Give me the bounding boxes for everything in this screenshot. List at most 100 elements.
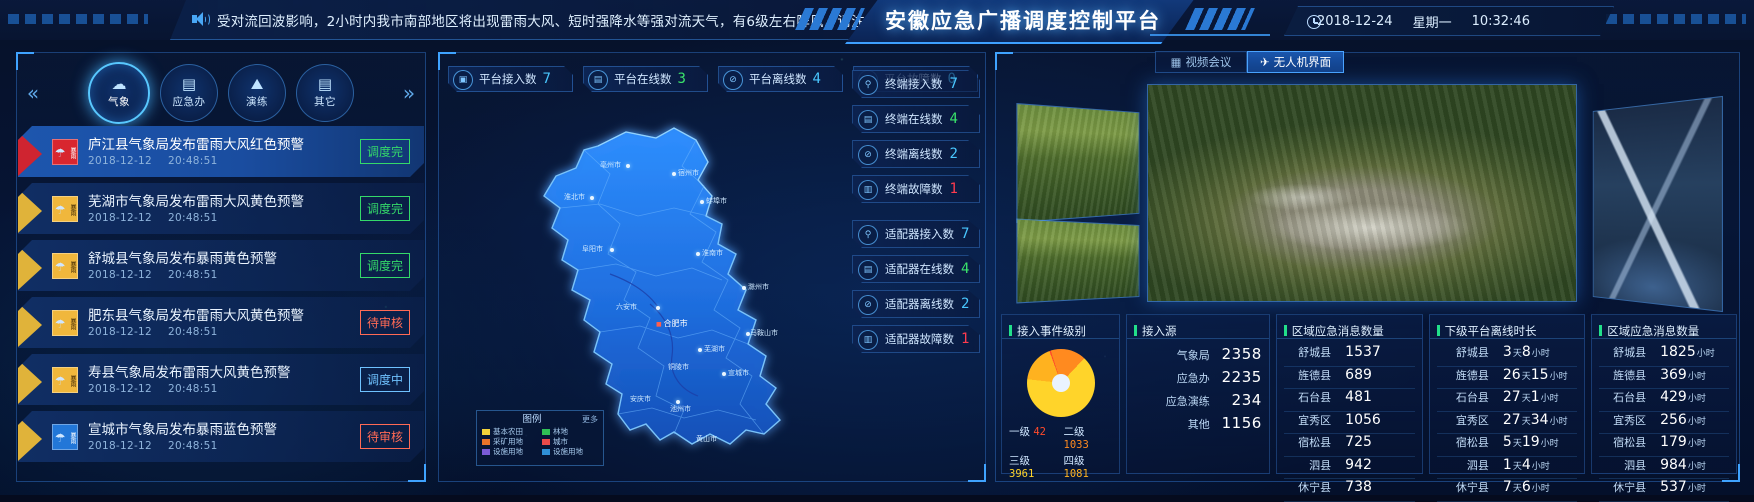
alert-row[interactable]: ☂ 暴雨 舒城县气象局发布暴雨黄色预警 2018-12-12 20:48:51 调度完 — [18, 240, 424, 291]
source-value: 234 — [1231, 391, 1262, 409]
event-level-donut — [1026, 349, 1095, 417]
alert-signal-icon: ☂ 暴雨 — [52, 252, 78, 279]
anhui-map-svg[interactable] — [460, 104, 960, 474]
sub-platform-offline-title: 下级平台离线时长 — [1436, 323, 1578, 339]
alert-list: ☂ 暴雨 庐江县气象局发布雷雨大风红色预警 2018-12-12 20:48:51 调度完… — [18, 126, 424, 468]
row-value: 429小时 — [1660, 389, 1706, 405]
title-decor-left — [795, 8, 865, 30]
alert-row[interactable]: ☂ 暴雨 宣城市气象局发布暴雨蓝色预警 2018-12-12 20:48:51 待审核 — [18, 411, 424, 462]
stat-label: 终端接入数 — [885, 77, 943, 91]
category-label: 气象 — [108, 96, 130, 108]
stat-terminal-online-icon[interactable]: ▤ 终端在线数 4 — [852, 105, 980, 133]
table-row: 石台县 429小时 — [1599, 389, 1729, 412]
map-node — [676, 400, 680, 404]
alert-title: 肥东县气象局发布雷雨大风黄色预警 — [88, 307, 304, 324]
row-label: 休宁县 — [1298, 481, 1332, 494]
alert-row[interactable]: ☂ 暴雨 寿县气象局发布雷雨大风黄色预警 2018-12-12 20:48:51 调度中 — [18, 354, 424, 405]
legend-swatch — [482, 438, 490, 445]
stat-adapter-online-icon[interactable]: ▤ 适配器在线数 4 — [852, 255, 980, 283]
kpi-online-icon[interactable]: ▤ 平台在线数 3 — [583, 66, 708, 92]
category-0[interactable]: ☁ 气象 — [88, 62, 150, 124]
row-value: 725 — [1345, 434, 1372, 450]
row-value: 27天1小时 — [1502, 389, 1559, 405]
legend-item: 基本农田 — [482, 427, 538, 436]
alert-meta: 2018-12-12 20:48:51 — [88, 383, 360, 395]
row-value: 256小时 — [1660, 411, 1706, 428]
row-label: 泗县 — [1624, 458, 1647, 472]
table-row: 舒城县 3天8小时 — [1436, 344, 1578, 367]
header-dash-left — [8, 14, 148, 24]
source-row: 应急办 2235 — [1134, 368, 1262, 391]
stat-terminal-offline-icon[interactable]: ⊘ 终端离线数 2 — [852, 140, 980, 168]
map-label: 池州市 — [670, 405, 691, 413]
legend-item: 林地 — [542, 427, 598, 436]
row-value: 1056 — [1345, 411, 1381, 428]
status-badge[interactable]: 调度完 — [359, 196, 410, 221]
status-badge[interactable]: 待审核 — [359, 310, 410, 335]
status-badge[interactable]: 调度完 — [359, 253, 410, 278]
alert-signal-label: 暴雨 — [69, 317, 76, 330]
video-thumb-3[interactable] — [1592, 95, 1723, 313]
alert-signal-glyph: ☂ — [54, 202, 66, 217]
table-row: 宜秀区 27天34小时 — [1436, 412, 1578, 434]
alert-level-corner — [18, 132, 42, 176]
legend-items: 基本农田 林地 采矿用地 城市 设施用地 设施用地 — [482, 427, 598, 456]
status-badge[interactable]: 调度完 — [359, 139, 410, 164]
category-label: 其它 — [314, 96, 336, 108]
clock-plate: 2018-12-24 星期一 10:32:46 — [1284, 6, 1614, 36]
category-next-icon[interactable]: » — [402, 81, 416, 105]
category-2[interactable]: ⛰ 演练 — [228, 64, 286, 122]
alert-signal-label: 暴雨 — [69, 146, 76, 159]
tab-1[interactable]: ✈ 无人机界面 — [1247, 51, 1345, 73]
legend-more-link[interactable]: 更多 — [582, 415, 598, 424]
source-value: 2358 — [1221, 345, 1262, 363]
video-wall — [1003, 80, 1733, 313]
app-title-plate: 安徽应急广播调度控制平台 — [845, 0, 1195, 44]
table-row: 舒城县 1537 — [1283, 344, 1415, 367]
map-label: 亳州市 — [600, 161, 621, 169]
stat-adapter-offline-icon[interactable]: ⊘ 适配器离线数 2 — [852, 290, 980, 318]
legend-label: 设施用地 — [553, 447, 583, 456]
stat-value: 7 — [949, 76, 959, 92]
status-badge[interactable]: 调度中 — [359, 367, 410, 392]
access-source-card: 接入源 气象局 2358 应急办 2235 应急演练 234 其他 1156 — [1126, 314, 1270, 474]
kpi-monitor-icon[interactable]: ▣ 平台接入数 7 — [448, 66, 573, 92]
source-row: 气象局 2358 — [1134, 345, 1262, 368]
event-level-legend: 一级 42 二级 1033 三级 3961 四级 1081 — [1009, 424, 1112, 480]
category-bar: « ☁ 气象 ▤ 应急办 ⛰ 演练 ▤ 其它 » — [16, 60, 426, 126]
kpi-label: 平台在线数 — [614, 72, 672, 86]
anhui-map[interactable]: 亳州市 宿州市 淮北市 蚌埠市 阜阳市 淮南市 滁州市 六安市 马鞍山市 芜湖市… — [460, 104, 960, 474]
category-icon: ☁ — [111, 75, 127, 93]
event-level-legend-item: 一级 42 — [1009, 426, 1046, 438]
tab-0[interactable]: ▦ 视频会议 — [1155, 51, 1247, 73]
source-label: 其他 — [1187, 418, 1210, 431]
status-badge[interactable]: 待审核 — [359, 424, 410, 449]
table-row: 休宁县 738 — [1283, 479, 1415, 502]
map-label: 芜湖市 — [704, 345, 725, 353]
video-thumb-1[interactable] — [1016, 103, 1140, 223]
alert-row[interactable]: ☂ 暴雨 肥东县气象局发布雷雨大风黄色预警 2018-12-12 20:48:51 待审核 — [18, 297, 424, 348]
kpi-label: 平台离线数 — [749, 72, 807, 86]
stat-terminal-fault-icon[interactable]: ▥ 终端故障数 1 — [852, 175, 980, 203]
app-header: 受对流回波影响，2小时内我市南部地区将出现雷雨大风、短时强降水等强对流天气，有6… — [0, 0, 1754, 44]
category-1[interactable]: ▤ 应急办 — [160, 64, 218, 122]
legend-label: 城市 — [553, 437, 568, 446]
alert-row[interactable]: ☂ 暴雨 庐江县气象局发布雷雨大风红色预警 2018-12-12 20:48:51 调度完 — [18, 126, 424, 177]
region-msg-count-title: 区域应急消息数量 — [1283, 323, 1415, 339]
alert-time: 20:48:51 — [168, 382, 218, 395]
alert-time: 20:48:51 — [168, 268, 218, 281]
category-3[interactable]: ▤ 其它 — [296, 64, 354, 122]
event-level-legend-item: 二级 1033 — [1063, 426, 1089, 451]
alert-time: 20:48:51 — [168, 211, 218, 224]
stat-adapter-access-icon[interactable]: ⚲ 适配器接入数 7 — [852, 220, 980, 248]
video-main[interactable] — [1147, 84, 1577, 302]
alert-row[interactable]: ☂ 暴雨 芜湖市气象局发布雷雨大风黄色预警 2018-12-12 20:48:51 调度完 — [18, 183, 424, 234]
alert-time: 20:48:51 — [168, 154, 218, 167]
clock-icon — [1307, 15, 1321, 29]
video-thumb-2[interactable] — [1016, 218, 1140, 304]
stat-adapter-fault-icon[interactable]: ▥ 适配器故障数 1 — [852, 325, 980, 353]
source-label: 应急办 — [1176, 372, 1210, 385]
kpi-offline-icon[interactable]: ⊘ 平台离线数 4 — [718, 66, 843, 92]
stat-terminal-access-icon[interactable]: ⚲ 终端接入数 7 — [852, 70, 980, 98]
category-prev-icon[interactable]: « — [26, 81, 40, 105]
